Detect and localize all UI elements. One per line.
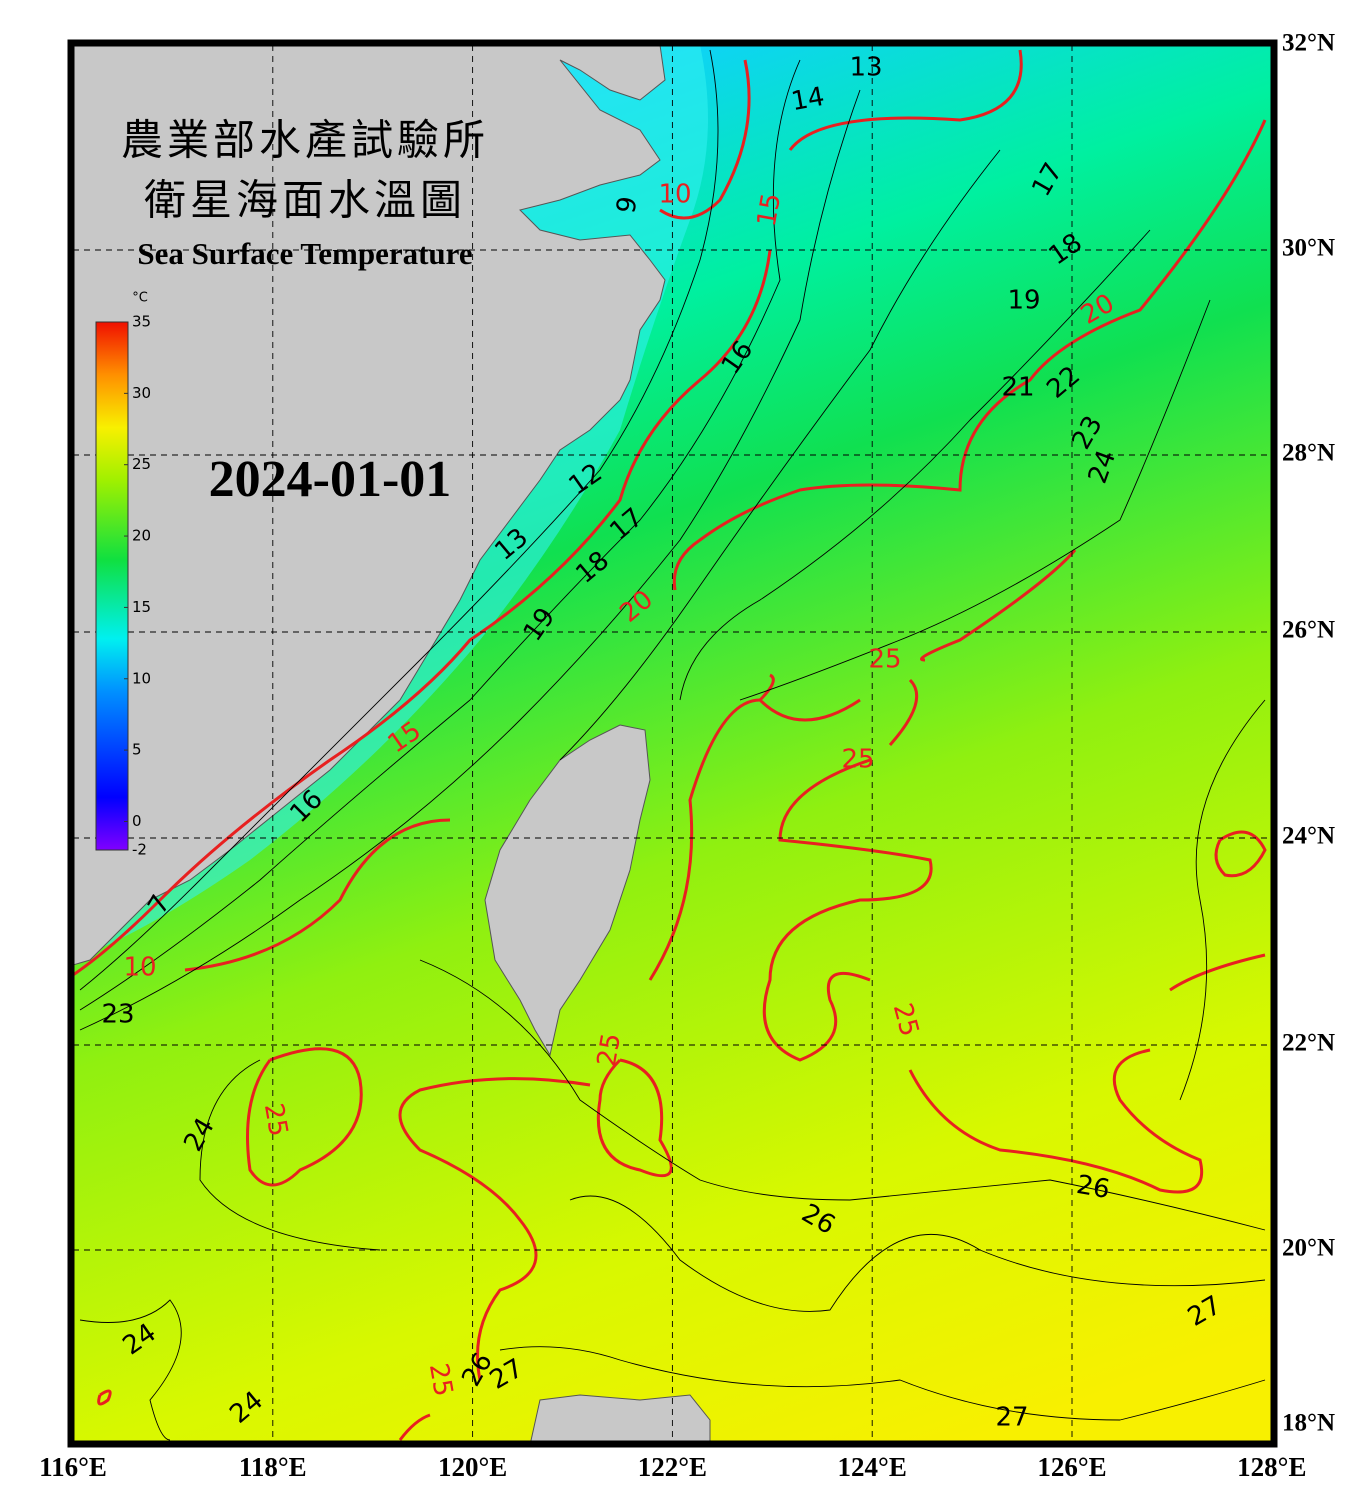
- contour-label: 25: [841, 745, 874, 775]
- contour-label: 25: [592, 1031, 627, 1069]
- lat-label: 30°N: [1282, 235, 1335, 262]
- china-coast: [73, 45, 666, 966]
- lon-label: 116°E: [39, 1452, 107, 1482]
- lat-label: 28°N: [1282, 440, 1335, 467]
- colorbar-tick-label: 0: [132, 812, 142, 830]
- lat-label: 18°N: [1282, 1410, 1335, 1437]
- contour-label: 13: [849, 53, 882, 83]
- contour-label: 25: [258, 1101, 293, 1139]
- colorbar-tick-label: 25: [132, 455, 151, 473]
- colorbar: [95, 321, 129, 851]
- contour-label: 25: [423, 1361, 458, 1399]
- colorbar-ticks: 35 30 25 20 15 10 5 0 -2: [124, 313, 151, 859]
- contour-label: 10: [658, 180, 691, 210]
- lat-label: 32°N: [1282, 30, 1335, 57]
- colorbar-tick-label: 15: [132, 598, 151, 616]
- lat-label: 26°N: [1282, 617, 1335, 644]
- colorbar-tick-label: 5: [132, 741, 142, 759]
- date: 2024-01-01: [209, 451, 452, 508]
- lat-label: 22°N: [1282, 1030, 1335, 1057]
- colorbar-tick-label: 30: [132, 384, 151, 402]
- contour-label: 25: [868, 645, 901, 675]
- isotherms-red: [73, 49, 1267, 1441]
- title-en: Sea Surface Temperature: [137, 236, 472, 271]
- title-zh-1: 農業部水產試驗所: [121, 118, 489, 165]
- lon-label: 128°E: [1237, 1452, 1306, 1482]
- colorbar-tick-label: 20: [132, 527, 151, 545]
- colorbar-unit: °C: [132, 291, 148, 306]
- lon-label: 124°E: [838, 1452, 907, 1482]
- lon-label: 126°E: [1037, 1452, 1106, 1482]
- axis-labels: 116°E 118°E 120°E 122°E 124°E 126°E 128°E 32°N 3…: [39, 30, 1335, 1482]
- lat-label: 20°N: [1282, 1235, 1335, 1262]
- contour-label: 23: [101, 1000, 134, 1030]
- lon-label: 118°E: [239, 1452, 307, 1482]
- contour-label: 15: [752, 191, 787, 229]
- contour-label: 14: [789, 82, 827, 117]
- contour-label: 26: [1074, 1170, 1112, 1205]
- contour-label: 9: [611, 194, 643, 216]
- map-frame: [67, 39, 1278, 1448]
- lon-label: 120°E: [438, 1452, 507, 1482]
- contour-label: 19: [1007, 286, 1040, 316]
- taiwan: [484, 724, 651, 1057]
- contour-label: 27: [995, 1403, 1028, 1433]
- luzon: [530, 1394, 711, 1442]
- contour-label: 10: [123, 953, 156, 983]
- isotherms-black: [79, 49, 1266, 1441]
- lon-label: 122°E: [638, 1452, 707, 1482]
- lat-label: 24°N: [1282, 823, 1335, 850]
- colorbar-tick-label: 10: [132, 669, 151, 687]
- colorbar-tick-label: 35: [132, 313, 151, 331]
- colorbar-tick-label: -2: [132, 841, 147, 859]
- contour-label: 21: [1001, 373, 1034, 403]
- grid: [73, 45, 1272, 1442]
- title-zh-2: 衛星海面水溫圖: [144, 179, 466, 225]
